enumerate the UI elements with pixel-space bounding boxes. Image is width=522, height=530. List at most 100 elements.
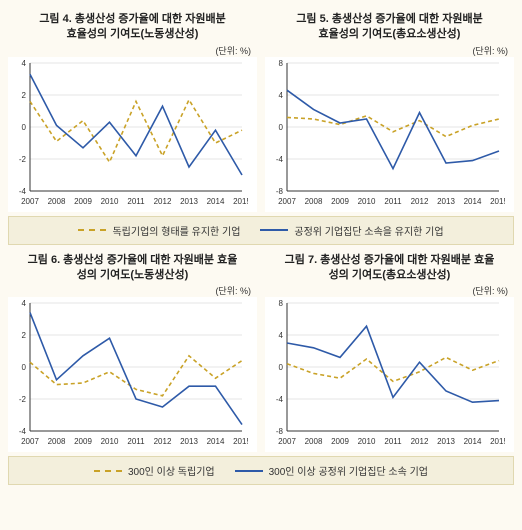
- svg-text:2008: 2008: [48, 197, 66, 206]
- chart-cell: 그림 7. 총생산성 증가율에 대한 자원배분 효율 성의 기여도(총요소생산성…: [265, 249, 514, 453]
- svg-text:2015: 2015: [233, 197, 248, 206]
- svg-text:2012: 2012: [154, 197, 172, 206]
- series-dash: [287, 115, 499, 136]
- series-dash: [30, 99, 242, 161]
- svg-text:2: 2: [22, 91, 27, 100]
- chart-cell: 그림 6. 총생산성 증가율에 대한 자원배분 효율 성의 기여도(노동생산성)…: [8, 249, 257, 453]
- unit-label: (단위: %): [265, 44, 514, 57]
- svg-text:0: 0: [279, 123, 284, 132]
- chart-title-line2: 성의 기여도(노동생산성): [10, 268, 255, 283]
- svg-text:8: 8: [279, 59, 284, 68]
- chart-title: 그림 6. 총생산성 증가율에 대한 자원배분 효율 성의 기여도(노동생산성): [8, 249, 257, 285]
- svg-text:2010: 2010: [358, 437, 376, 446]
- svg-text:2007: 2007: [21, 437, 39, 446]
- legend-label-dash: 독립기업의 형태를 유지한 기업: [112, 223, 240, 238]
- chart-svg: -4 -2 0 2 4 2007 2008 2009 2010 2011 2012 2013 2014 2…: [8, 297, 248, 447]
- series-solid: [30, 74, 242, 175]
- svg-text:2011: 2011: [384, 197, 402, 206]
- svg-text:2011: 2011: [127, 197, 145, 206]
- svg-text:4: 4: [279, 331, 284, 340]
- svg-text:8: 8: [279, 299, 284, 308]
- svg-text:0: 0: [22, 123, 27, 132]
- svg-text:0: 0: [279, 363, 284, 372]
- svg-text:2013: 2013: [437, 437, 455, 446]
- svg-text:2010: 2010: [358, 197, 376, 206]
- chart-title: 그림 7. 총생산성 증가율에 대한 자원배분 효율 성의 기여도(총요소생산성…: [265, 249, 514, 285]
- chart-title-line1: 그림 7. 총생산성 증가율에 대한 자원배분 효율: [267, 253, 512, 268]
- svg-text:2008: 2008: [48, 437, 66, 446]
- svg-text:2012: 2012: [154, 437, 172, 446]
- legend-row-1: 독립기업의 형태를 유지한 기업 공정위 기업집단 소속을 유지한 기업: [8, 216, 514, 245]
- unit-label: (단위: %): [265, 284, 514, 297]
- svg-text:4: 4: [279, 91, 284, 100]
- legend-label-dash: 300인 이상 독립기업: [128, 463, 215, 478]
- legend-item-solid: 300인 이상 공정위 기업집단 소속 기업: [235, 463, 428, 478]
- svg-text:2007: 2007: [278, 437, 296, 446]
- legend-swatch-solid-icon: [260, 229, 288, 231]
- svg-text:2009: 2009: [331, 197, 349, 206]
- unit-label: (단위: %): [8, 44, 257, 57]
- svg-text:-4: -4: [19, 187, 27, 196]
- legend-item-dash: 300인 이상 독립기업: [94, 463, 215, 478]
- svg-text:-4: -4: [276, 155, 284, 164]
- svg-text:2009: 2009: [74, 197, 92, 206]
- legend-label-solid: 공정위 기업집단 소속을 유지한 기업: [294, 223, 443, 238]
- unit-label: (단위: %): [8, 284, 257, 297]
- chart-title-line1: 그림 5. 총생산성 증가율에 대한 자원배분: [267, 12, 512, 27]
- svg-text:-4: -4: [276, 395, 284, 404]
- chart-title-line2: 효율성의 기여도(총요소생산성): [267, 27, 512, 42]
- svg-text:2012: 2012: [411, 197, 429, 206]
- svg-text:-8: -8: [276, 187, 284, 196]
- legend-item-solid: 공정위 기업집단 소속을 유지한 기업: [260, 223, 443, 238]
- svg-text:-8: -8: [276, 427, 284, 436]
- legend-swatch-solid-icon: [235, 470, 263, 472]
- series-solid: [287, 327, 499, 403]
- series-solid: [287, 90, 499, 168]
- chart-title-line1: 그림 6. 총생산성 증가율에 대한 자원배분 효율: [10, 253, 255, 268]
- svg-text:0: 0: [22, 363, 27, 372]
- svg-text:2015: 2015: [490, 197, 505, 206]
- chart-cell: 그림 5. 총생산성 증가율에 대한 자원배분 효율성의 기여도(총요소생산성)…: [265, 8, 514, 212]
- chart-svg: -8-4048200720082009201020112012201320142…: [265, 57, 505, 207]
- svg-text:2014: 2014: [207, 437, 225, 446]
- svg-text:2015: 2015: [490, 437, 505, 446]
- legend-swatch-dash-icon: [78, 229, 106, 231]
- svg-text:2015: 2015: [233, 437, 248, 446]
- svg-text:2011: 2011: [127, 437, 145, 446]
- svg-text:2008: 2008: [305, 197, 323, 206]
- chart-title-line2: 효율성의 기여도(노동생산성): [10, 27, 255, 42]
- legend-item-dash: 독립기업의 형태를 유지한 기업: [78, 223, 240, 238]
- svg-text:2014: 2014: [464, 437, 482, 446]
- svg-text:2010: 2010: [101, 437, 119, 446]
- chart-cell: 그림 4. 총생산성 증가율에 대한 자원배분 효율성의 기여도(노동생산성) …: [8, 8, 257, 212]
- svg-text:2012: 2012: [411, 437, 429, 446]
- svg-text:2013: 2013: [180, 197, 198, 206]
- svg-text:2008: 2008: [305, 437, 323, 446]
- chart-svg: -8 -4 0 4 8 2007 2008 2009 2010 2011 2012 2013 2014 2…: [265, 297, 505, 447]
- svg-text:2014: 2014: [207, 197, 225, 206]
- chart-title-line1: 그림 4. 총생산성 증가율에 대한 자원배분: [10, 12, 255, 27]
- legend-label-solid: 300인 이상 공정위 기업집단 소속 기업: [269, 463, 428, 478]
- chart-title: 그림 5. 총생산성 증가율에 대한 자원배분 효율성의 기여도(총요소생산성): [265, 8, 514, 44]
- svg-text:-2: -2: [19, 155, 27, 164]
- svg-text:2: 2: [22, 331, 27, 340]
- series-dash: [287, 358, 499, 382]
- chart-title: 그림 4. 총생산성 증가율에 대한 자원배분 효율성의 기여도(노동생산성): [8, 8, 257, 44]
- svg-text:-4: -4: [19, 427, 27, 436]
- legend-row-2: 300인 이상 독립기업 300인 이상 공정위 기업집단 소속 기업: [8, 456, 514, 485]
- svg-text:2009: 2009: [74, 437, 92, 446]
- svg-text:4: 4: [22, 59, 27, 68]
- chart-svg: -4 -2 0 2 4 2007 2008 2009 2010 2011 2012 2013 2014 2…: [8, 57, 248, 207]
- legend-swatch-dash-icon: [94, 470, 122, 472]
- svg-text:2007: 2007: [278, 197, 296, 206]
- svg-text:-2: -2: [19, 395, 27, 404]
- svg-text:2009: 2009: [331, 437, 349, 446]
- svg-text:2013: 2013: [180, 437, 198, 446]
- svg-text:2014: 2014: [464, 197, 482, 206]
- series-solid: [30, 313, 242, 425]
- chart-title-line2: 성의 기여도(총요소생산성): [267, 268, 512, 283]
- svg-text:2011: 2011: [384, 437, 402, 446]
- svg-text:2007: 2007: [21, 197, 39, 206]
- svg-text:2010: 2010: [101, 197, 119, 206]
- svg-text:4: 4: [22, 299, 27, 308]
